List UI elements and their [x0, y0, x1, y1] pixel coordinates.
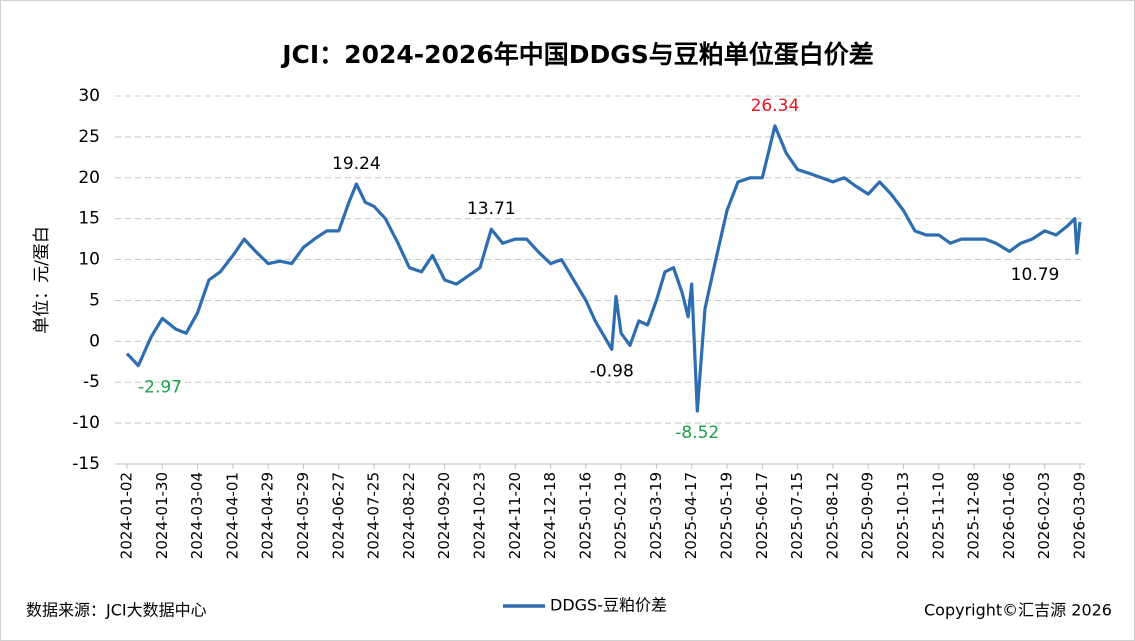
x-tick-label: 2026-02-03	[1035, 472, 1053, 559]
y-tick-label: -15	[72, 454, 100, 474]
x-tick-label: 2025-12-08	[965, 472, 983, 559]
x-tick-label: 2024-01-30	[153, 472, 171, 559]
x-tick-label: 2024-06-27	[329, 472, 347, 559]
y-tick-label: -5	[83, 372, 100, 392]
data-label: -8.52	[675, 423, 719, 443]
x-tick-label: 2024-04-29	[259, 472, 277, 559]
y-tick-label: -10	[72, 413, 100, 433]
data-label: 10.79	[1011, 265, 1060, 285]
data-label: 26.34	[751, 96, 800, 116]
x-tick-label: 2024-08-22	[400, 472, 418, 559]
x-tick-label: 2025-10-13	[894, 472, 912, 559]
chart-title: JCI：2024-2026年中国DDGS与豆粕单位蛋白价差	[280, 40, 874, 69]
x-tick-label: 2025-03-19	[647, 472, 665, 559]
x-tick-label: 2024-11-20	[506, 472, 524, 559]
x-tick-label: 2025-01-16	[576, 472, 594, 559]
y-tick-label: 15	[78, 209, 100, 229]
x-tick-label: 2025-09-09	[859, 472, 877, 559]
source: 数据来源：JCI大数据中心	[26, 601, 207, 620]
x-tick-label: 2025-11-10	[929, 472, 947, 559]
legend-label: DDGS-豆粕价差	[550, 596, 667, 615]
data-label: 13.71	[467, 199, 516, 219]
x-tick-label: 2024-10-23	[470, 472, 488, 559]
x-tick-label: 2024-07-25	[365, 472, 383, 559]
x-tick-label: 2026-01-06	[1000, 472, 1018, 559]
x-tick-label: 2024-05-29	[294, 472, 312, 559]
x-tick-label: 2024-01-02	[118, 472, 136, 559]
y-tick-label: 10	[78, 250, 100, 270]
x-tick-label: 2024-04-01	[223, 472, 241, 559]
y-axis-label: 单位：元/蛋白	[32, 226, 52, 334]
y-tick-label: 20	[78, 168, 100, 188]
x-tick-label: 2025-07-15	[788, 472, 806, 559]
x-tick-label: 2026-03-09	[1071, 472, 1089, 559]
y-tick-label: 5	[89, 290, 100, 310]
x-tick-label: 2025-04-17	[682, 472, 700, 559]
data-label: 19.24	[332, 154, 381, 174]
y-tick-label: 30	[78, 86, 100, 106]
copyright: Copyright©汇吉源 2026	[924, 601, 1112, 620]
y-tick-label: 0	[89, 331, 100, 351]
x-tick-label: 2024-12-18	[541, 472, 559, 559]
x-tick-label: 2025-05-19	[718, 472, 736, 559]
data-line	[125, 124, 1082, 413]
y-tick-label: 25	[78, 127, 100, 147]
x-tick-label: 2025-02-19	[612, 472, 630, 559]
x-tick-label: 2025-06-17	[753, 472, 771, 559]
data-label: -0.98	[590, 361, 634, 381]
x-tick-label: 2025-08-12	[823, 472, 841, 559]
x-tick-label: 2024-09-20	[435, 472, 453, 559]
x-tick-label: 2024-03-04	[188, 472, 206, 559]
data-label: -2.97	[138, 378, 182, 398]
